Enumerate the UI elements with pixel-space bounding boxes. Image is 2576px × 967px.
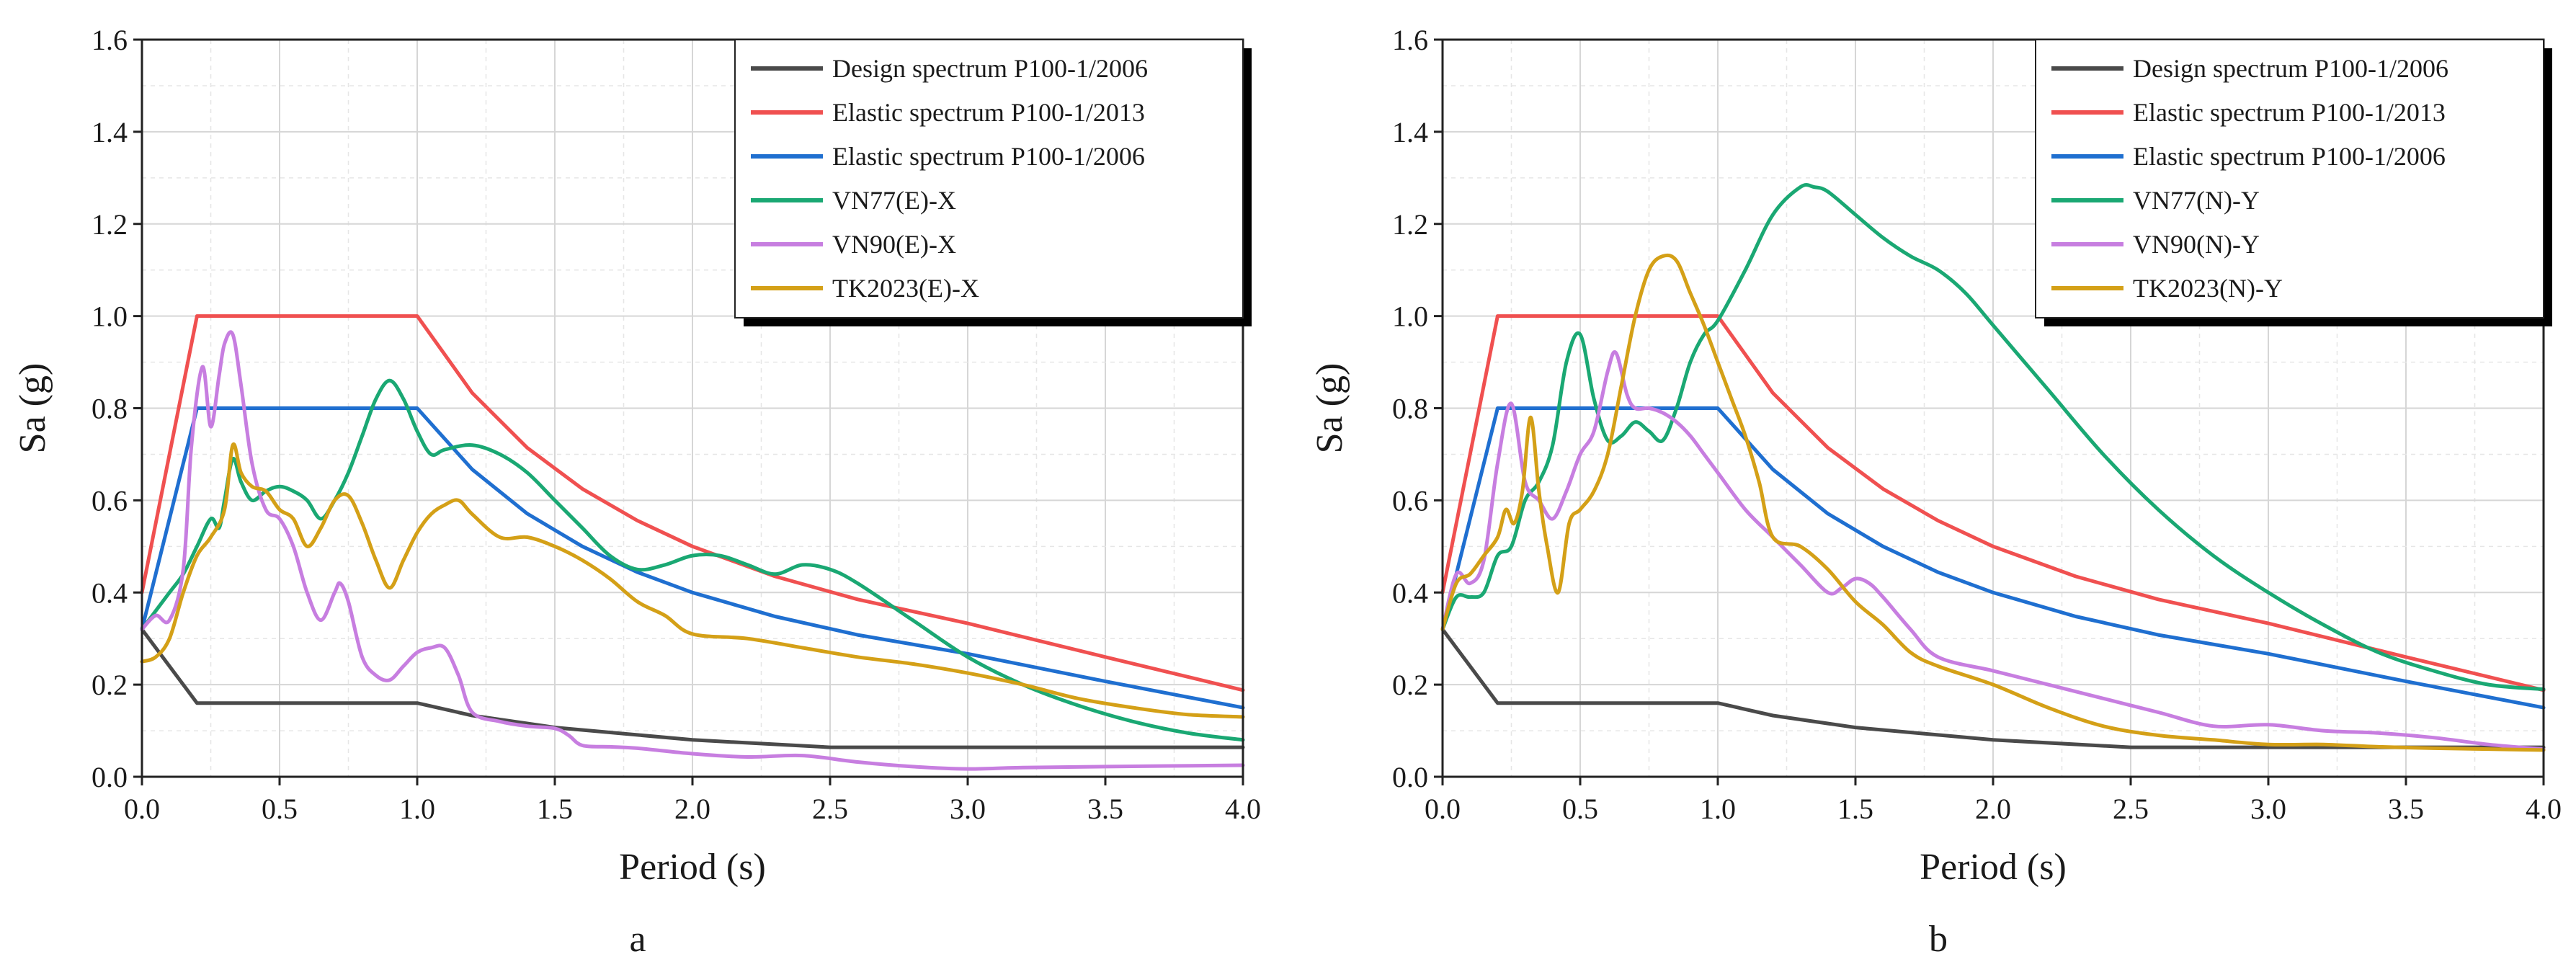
x-tick-label: 3.0 bbox=[2250, 793, 2286, 825]
legend-box bbox=[2035, 39, 2544, 318]
legend: Design spectrum P100-1/2006 Elastic spect… bbox=[2035, 39, 2552, 326]
y-tick-label: 1.6 bbox=[92, 24, 128, 56]
x-tick-label: 1.0 bbox=[1700, 793, 1736, 825]
legend-label: TK2023(N)-Y bbox=[2133, 274, 2283, 303]
panel-b-label: b bbox=[1929, 919, 1948, 960]
y-tick-label: 0.4 bbox=[92, 576, 128, 609]
legend-label: VN90(N)-Y bbox=[2133, 230, 2260, 259]
series-line-vn90 bbox=[140, 330, 1245, 771]
x-tick-label: 1.5 bbox=[537, 793, 573, 825]
legend-box bbox=[734, 39, 1244, 318]
x-tick-label: 2.0 bbox=[674, 793, 710, 825]
chart-panel-b: 0.0 0.5 1.0 1.5 2.0 2.5 3.0 3.5 4.0 0.0 0.2 0.4 0.6 0… bbox=[1309, 24, 2562, 888]
legend-label: VN77(E)-X bbox=[832, 186, 956, 215]
legend-label: Elastic spectrum P100-1/2006 bbox=[832, 142, 1145, 171]
series-line-elastic_2006 bbox=[1440, 406, 2546, 710]
y-tick-label: 0.6 bbox=[1392, 484, 1428, 517]
x-tick-label: 2.5 bbox=[2113, 793, 2149, 825]
x-axis-title: Period (s) bbox=[619, 847, 766, 888]
series-line-vn77 bbox=[1440, 183, 2546, 691]
y-tick-label: 0.4 bbox=[1392, 576, 1428, 609]
x-axis-title: Period (s) bbox=[1920, 847, 2067, 888]
x-tick-label: 1.0 bbox=[399, 793, 435, 825]
x-tick-label: 4.0 bbox=[2526, 793, 2562, 825]
legend-label: Elastic spectrum P100-1/2006 bbox=[2133, 142, 2446, 171]
y-tick-label: 1.2 bbox=[92, 208, 128, 241]
y-tick-label: 0.8 bbox=[92, 393, 128, 425]
y-axis-title: Sa (g) bbox=[12, 363, 53, 454]
series-line-vn90 bbox=[1440, 350, 2546, 752]
y-tick-label: 0.6 bbox=[92, 484, 128, 517]
y-tick-label: 0.0 bbox=[92, 761, 128, 793]
x-tick-label: 3.5 bbox=[2388, 793, 2424, 825]
x-tick-label: 0.5 bbox=[262, 793, 298, 825]
x-tick-label: 0.0 bbox=[1425, 793, 1461, 825]
legend-label: Design spectrum P100-1/2006 bbox=[2133, 54, 2448, 83]
y-tick-label: 1.4 bbox=[1392, 116, 1428, 148]
y-axis-title: Sa (g) bbox=[1309, 363, 1350, 454]
chart-panel-a: 0.0 0.5 1.0 1.5 2.0 2.5 3.0 3.5 4.0 0.0 0.2 0.4 0.6 0… bbox=[12, 24, 1261, 888]
x-tick-label: 0.0 bbox=[124, 793, 160, 825]
legend-label: VN77(N)-Y bbox=[2133, 186, 2260, 215]
legend-label: Elastic spectrum P100-1/2013 bbox=[832, 98, 1145, 127]
series-line-design bbox=[1440, 627, 2546, 749]
y-tick-label: 1.2 bbox=[1392, 208, 1428, 241]
y-tick-label: 1.0 bbox=[1392, 300, 1428, 333]
y-tick-label: 0.2 bbox=[1392, 669, 1428, 701]
series-line-elastic_2006 bbox=[140, 406, 1245, 710]
legend-label: VN90(E)-X bbox=[832, 230, 956, 259]
series-line-tk2023 bbox=[140, 442, 1245, 719]
x-tick-label: 2.0 bbox=[1975, 793, 2011, 825]
y-tick-label: 0.0 bbox=[1392, 761, 1428, 793]
y-tick-label: 1.0 bbox=[92, 300, 128, 333]
series-line-elastic_2013 bbox=[1440, 314, 2546, 692]
x-tick-label: 2.5 bbox=[812, 793, 848, 825]
legend-label: Design spectrum P100-1/2006 bbox=[832, 54, 1148, 83]
legend: Design spectrum P100-1/2006 Elastic spect… bbox=[734, 39, 1252, 326]
legend-label: Elastic spectrum P100-1/2013 bbox=[2133, 98, 2446, 127]
panel-a-label: a bbox=[629, 919, 646, 960]
series-line-design bbox=[140, 627, 1245, 749]
legend-label: TK2023(E)-X bbox=[832, 274, 979, 303]
x-tick-label: 4.0 bbox=[1225, 793, 1261, 825]
series-line-elastic_2013 bbox=[140, 314, 1245, 692]
x-tick-label: 3.5 bbox=[1087, 793, 1123, 825]
x-tick-label: 1.5 bbox=[1837, 793, 1873, 825]
y-tick-label: 0.2 bbox=[92, 669, 128, 701]
series-line-tk2023 bbox=[1440, 253, 2546, 752]
x-tick-label: 0.5 bbox=[1562, 793, 1598, 825]
x-tick-label: 3.0 bbox=[950, 793, 986, 825]
y-tick-label: 0.8 bbox=[1392, 393, 1428, 425]
y-tick-label: 1.4 bbox=[92, 116, 128, 148]
series-line-vn77 bbox=[140, 378, 1245, 742]
y-tick-label: 1.6 bbox=[1392, 24, 1428, 56]
